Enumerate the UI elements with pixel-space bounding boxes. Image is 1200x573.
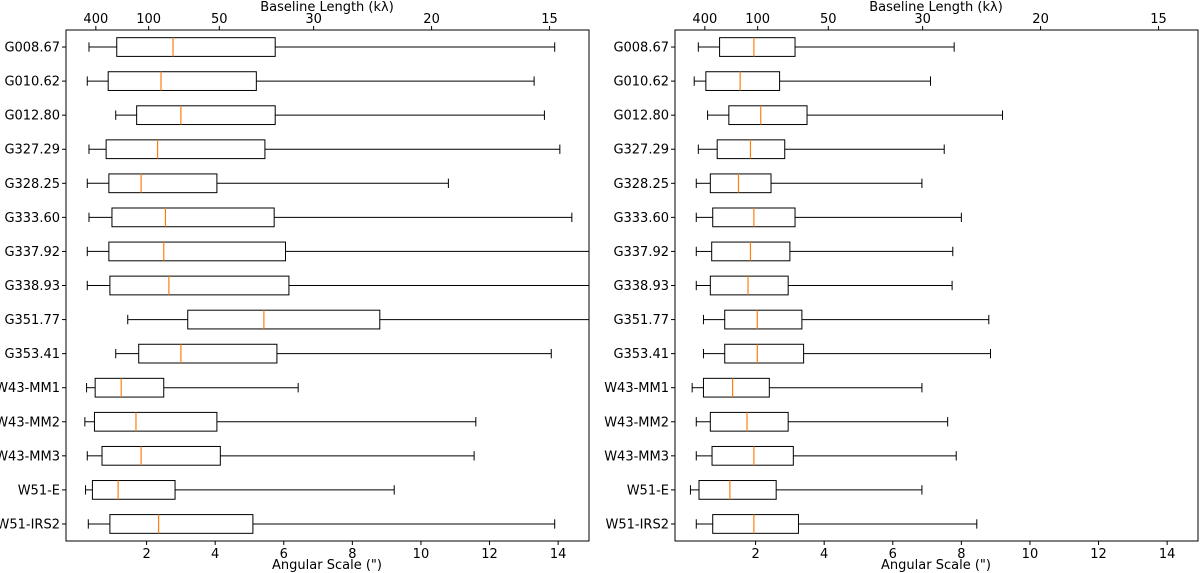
right-category-label: G337.92 [613,245,669,260]
left-bottom-tick-label: 10 [413,547,430,562]
right-iqr-box [705,71,781,91]
right-top-tick-label: 30 [914,12,931,27]
left-iqr-box [111,207,275,228]
left-category-label: W43-MM3 [0,449,60,464]
right-bottom-tick-label: 14 [1159,547,1176,562]
right-category-label: G010.62 [613,75,669,90]
left-bottom-tick-label: 2 [142,547,150,562]
left-iqr-box [94,377,165,398]
left-iqr-box [136,105,276,126]
left-category-label: G012.80 [4,109,60,124]
right-iqr-box [711,445,794,466]
left-category-label: G010.62 [4,75,60,90]
left-iqr-box [93,411,218,432]
left-category-label: G008.67 [4,41,60,56]
left-bottom-tick-label: 12 [481,547,498,562]
left-iqr-box [108,241,286,262]
right-category-label: G338.93 [613,279,669,294]
left-boxplot-panel: Baseline Length (kλ) Angular Scale (") 2… [0,0,590,573]
left-category-label: W51-IRS2 [0,517,60,532]
left-category-label: W43-MM2 [0,415,60,430]
right-iqr-box [724,343,805,364]
left-category-label: W51-E [18,483,60,498]
right-category-label: W43-MM1 [604,381,669,396]
left-category-label: G328.25 [4,177,60,192]
left-top-tick-label: 20 [423,12,440,27]
left-iqr-box [187,309,381,330]
right-category-label: W43-MM3 [604,449,669,464]
right-bottom-tick-label: 6 [889,547,897,562]
right-bottom-tick-label: 2 [751,547,759,562]
left-top-tick-label: 400 [83,12,108,27]
left-iqr-box [107,71,257,91]
right-iqr-box [698,480,777,500]
right-category-label: G012.80 [613,109,669,124]
right-bottom-tick-label: 12 [1090,547,1107,562]
left-iqr-box [116,37,276,57]
left-category-label: G327.29 [4,143,60,158]
right-iqr-box [709,275,789,296]
right-category-label: W51-E [627,483,669,498]
right-top-tick-label: 20 [1032,12,1049,27]
left-iqr-box [109,514,254,534]
left-bottom-axis-title: Angular Scale (") [272,558,382,573]
right-category-label: W43-MM2 [604,415,669,430]
right-top-tick-label: 100 [745,12,770,27]
left-iqr-box [138,343,278,364]
left-bottom-tick-label: 8 [348,547,356,562]
left-bottom-tick-label: 14 [550,547,567,562]
left-category-label: G351.77 [4,313,60,328]
right-top-tick-label: 50 [820,12,837,27]
left-iqr-box [105,139,266,160]
right-category-label: G353.41 [613,347,669,362]
left-top-axis-title: Baseline Length (kλ) [260,0,394,15]
right-boxplot-panel: Baseline Length (kλ) Angular Scale (") 2… [604,0,1199,573]
left-bottom-tick-label: 4 [211,547,219,562]
left-top-tick-label: 100 [136,12,161,27]
right-bottom-axis-title: Angular Scale (") [881,558,991,573]
right-category-label: W51-IRS2 [606,517,669,532]
right-category-label: G328.25 [613,177,669,192]
left-iqr-box [91,480,176,500]
left-iqr-box [109,275,290,296]
right-iqr-box [712,514,799,534]
left-top-tick-label: 15 [541,12,558,27]
left-category-label: G337.92 [4,245,60,260]
right-top-tick-label: 15 [1150,12,1167,27]
left-top-tick-label: 50 [211,12,228,27]
left-bottom-tick-label: 6 [280,547,288,562]
right-iqr-box [709,411,789,432]
left-category-label: G333.60 [4,211,60,226]
right-category-label: G008.67 [613,41,669,56]
right-iqr-box [702,377,770,398]
right-bottom-tick-label: 4 [820,547,828,562]
left-top-tick-label: 30 [305,12,322,27]
left-category-label: W43-MM1 [0,381,60,396]
right-category-label: G333.60 [613,211,669,226]
right-iqr-box [728,105,808,126]
right-category-label: G327.29 [613,143,669,158]
right-top-tick-label: 400 [692,12,717,27]
right-top-axis-title: Baseline Length (kλ) [869,0,1003,15]
left-iqr-box [108,173,218,194]
right-bottom-tick-label: 10 [1022,547,1039,562]
left-iqr-box [101,445,221,466]
right-iqr-box [709,173,772,194]
right-category-label: G351.77 [613,313,669,328]
left-category-label: G353.41 [4,347,60,362]
right-bottom-tick-label: 8 [957,547,965,562]
right-iqr-box [719,37,796,57]
right-iqr-box [724,309,803,330]
left-category-label: G338.93 [4,279,60,294]
